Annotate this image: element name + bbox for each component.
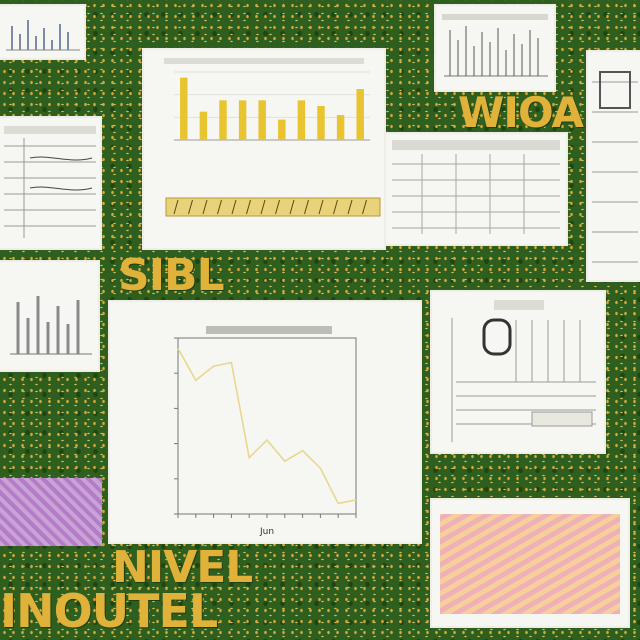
bar-chart-bar [278,119,286,140]
bar-chart-title-strip [164,58,364,64]
bar-chart-ruler-tick [304,199,309,215]
word-inoutel: INOUTEL [0,584,218,638]
small-chart-top-left [6,20,80,51]
table-card-right-edge [588,52,640,280]
line-chart-title-strip [206,326,332,334]
small-chart-left [10,296,92,355]
small-chart-top-right [442,14,548,77]
bar-chart-ruler-tick [275,199,280,215]
table-card-left [0,118,100,248]
bar-chart-ruler-tick [347,199,353,215]
bar-chart-bar [356,89,364,140]
table-right-edge [592,71,638,263]
small-chart-card-left [0,262,98,370]
diagram-card-right [432,292,604,452]
bar-chart-ruler-tick [333,199,338,215]
bar-chart-ruler-tick [188,199,193,215]
small-chart-card-top-right [436,6,554,90]
table-left [4,126,96,238]
bar-chart-bar [238,100,247,140]
bar-chart-bar [336,115,345,140]
heatmap-card [432,500,628,626]
bar-chart-ruler-tick [231,199,237,215]
bar-chart-ruler-strip [165,197,381,217]
bar-chart-bar [180,77,188,140]
word-sibl: SIBL [118,250,225,301]
bar-chart-bar [258,100,266,140]
bar-chart-ruler-tick [318,199,324,215]
word-nivel: NIVEL [112,542,253,593]
grid-table [392,140,560,234]
bar-chart-ruler-tick [217,199,222,215]
bar-chart-ruler-tick [362,199,367,215]
bar-chart-ruler-tick [246,199,251,215]
grid-table-card [386,134,566,244]
word-wioa: WIOA [458,88,584,137]
small-chart-card-top-left [0,6,84,58]
bar-chart-bar [199,111,208,140]
line-chart: Jun [174,326,357,537]
bar-chart-ruler-tick [202,199,208,215]
line-chart-card: Jun [110,302,420,542]
heatmap-fill [440,514,620,614]
bar-chart-ruler-tick [173,199,179,215]
bar-chart-ruler-tick [289,199,295,215]
bar-chart-bar [317,106,325,140]
bar-chart [164,58,381,217]
purple-pattern-patch [0,478,102,546]
line-chart-x-axis-label: Jun [259,527,274,537]
diagram-right [451,300,596,442]
line-chart-series-line [177,348,357,505]
bar-chart-card [144,50,384,248]
bar-chart-ruler-tick [260,199,266,215]
bar-chart-bar [219,100,227,140]
bar-chart-bar [297,100,306,140]
